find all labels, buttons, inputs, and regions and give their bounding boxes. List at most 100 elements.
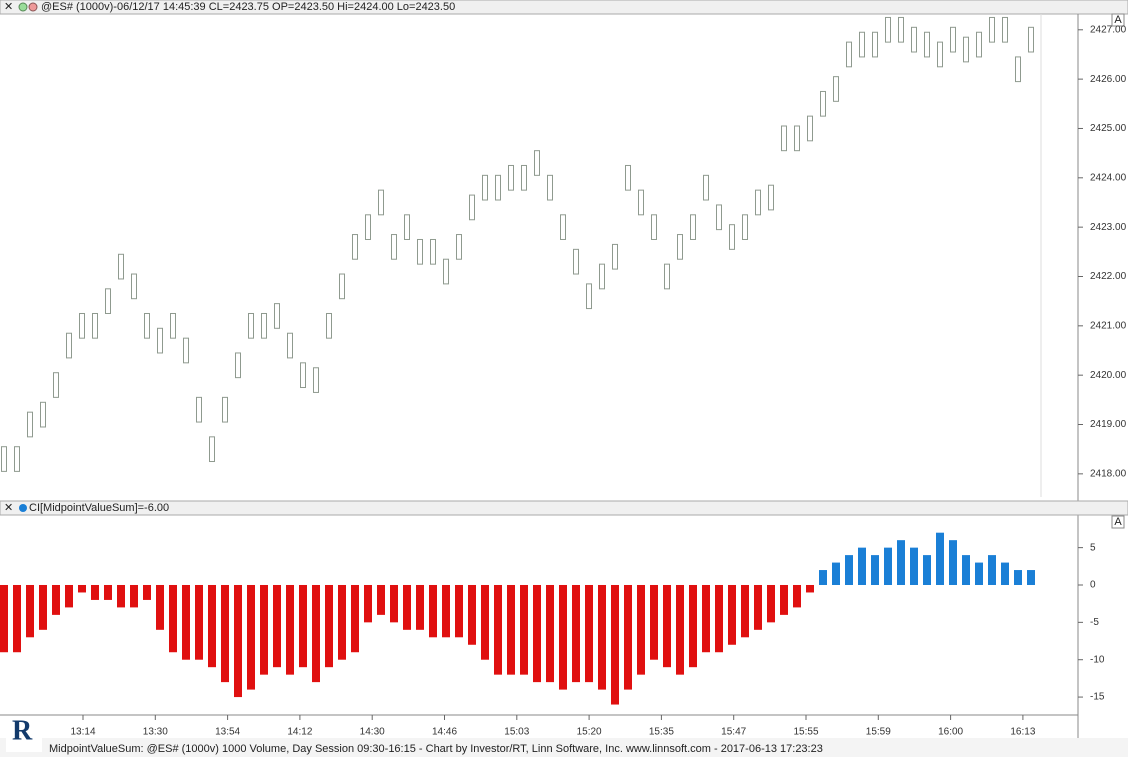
price-bar [1015, 56, 1021, 83]
price-bar [638, 189, 644, 216]
price-bar [131, 273, 137, 300]
price-bar [14, 446, 20, 472]
price-bar [651, 214, 657, 240]
price-bar [222, 396, 228, 423]
histogram-bar [208, 584, 216, 668]
price-header-bar [0, 0, 1128, 15]
price-bar [53, 372, 59, 398]
histogram-bar [806, 584, 814, 593]
histogram-bar [169, 584, 177, 653]
price-bar [443, 258, 449, 285]
status-dot[interactable] [28, 2, 38, 12]
histogram-bar [962, 555, 970, 585]
histogram-bar [260, 584, 268, 675]
time-label: 15:47 [721, 727, 746, 738]
histogram-bar [780, 584, 788, 615]
histogram-bar [429, 584, 437, 638]
histogram-bar [130, 584, 138, 608]
price-bar [664, 263, 670, 290]
histogram-bar [923, 555, 931, 585]
histogram-bar [858, 547, 866, 585]
close-button[interactable]: ✕ [4, 502, 13, 514]
price-bar [365, 214, 371, 240]
histogram-bar [1027, 570, 1035, 585]
histogram-bar [0, 584, 8, 653]
histogram-bar [910, 547, 918, 585]
price-bar [963, 36, 969, 63]
price-bar [924, 31, 930, 58]
histogram-bar [936, 532, 944, 585]
histogram-bar [754, 584, 762, 630]
histogram-bar [650, 584, 658, 660]
histogram-bar [247, 584, 255, 690]
price-bar [183, 337, 189, 364]
price-bar [261, 312, 267, 339]
histogram-bar [195, 584, 203, 660]
histogram-bar [377, 584, 385, 615]
y-tick-label: 2427.00 [1090, 24, 1127, 35]
logo-letter: R [12, 715, 33, 746]
histogram-bar [637, 584, 645, 675]
price-bar [573, 248, 579, 275]
histogram-bar [78, 584, 86, 593]
histogram-bar [26, 584, 34, 638]
price-bar [911, 26, 917, 53]
price-bar [625, 164, 631, 191]
status-dot[interactable] [18, 2, 28, 12]
price-bar [157, 327, 163, 354]
price-bar [534, 150, 540, 176]
price-bar [560, 214, 566, 240]
price-bar [66, 332, 72, 359]
autoscale-button[interactable] [1111, 515, 1125, 529]
price-bar [27, 411, 33, 438]
price-bar [274, 303, 280, 329]
time-label: 15:03 [504, 727, 529, 738]
price-bar [430, 238, 436, 265]
logo [6, 718, 42, 752]
histogram-bar [819, 570, 827, 585]
price-bar [586, 283, 592, 310]
indicator-header-bar [0, 500, 1128, 516]
time-label: 15:20 [577, 727, 602, 738]
histogram-bar [1001, 562, 1009, 585]
price-bar [404, 214, 410, 240]
time-label: 14:46 [432, 727, 457, 738]
price-bar [950, 26, 956, 53]
status-dot[interactable] [19, 504, 27, 512]
y-tick-label: 2419.00 [1090, 419, 1127, 430]
price-bar [755, 189, 761, 216]
price-bar [391, 234, 397, 260]
price-bar [482, 174, 488, 201]
footer-text: MidpointValueSum: @ES# (1000v) 1000 Volu… [49, 743, 823, 755]
histogram-bar [949, 540, 957, 585]
y-tick-label: 2421.00 [1090, 320, 1127, 331]
histogram-bar [143, 584, 151, 600]
histogram-bar [234, 584, 242, 698]
close-button[interactable]: ✕ [4, 1, 13, 13]
histogram-bar [988, 555, 996, 585]
time-label: 14:30 [360, 727, 385, 738]
histogram-bar [533, 584, 541, 683]
histogram-bar [390, 584, 398, 623]
price-bar [989, 16, 995, 43]
price-bar [300, 362, 306, 389]
price-bar [456, 234, 462, 260]
histogram-bar [104, 584, 112, 600]
histogram-bar [468, 584, 476, 645]
price-bar [872, 31, 878, 58]
price-bar [976, 31, 982, 58]
time-label: 15:59 [866, 727, 891, 738]
time-label: 13:14 [70, 727, 95, 738]
autoscale-button[interactable] [1111, 13, 1125, 27]
histogram-bar [481, 584, 489, 660]
histogram-bar [494, 584, 502, 675]
histogram-bar [286, 584, 294, 675]
price-bar [690, 214, 696, 240]
price-bar [92, 312, 98, 339]
y-tick-label: 2424.00 [1090, 172, 1127, 183]
price-bar [495, 174, 501, 201]
price-bar [248, 312, 254, 339]
histogram-bar [325, 584, 333, 668]
histogram-bar [702, 584, 710, 653]
price-bar [235, 352, 241, 379]
